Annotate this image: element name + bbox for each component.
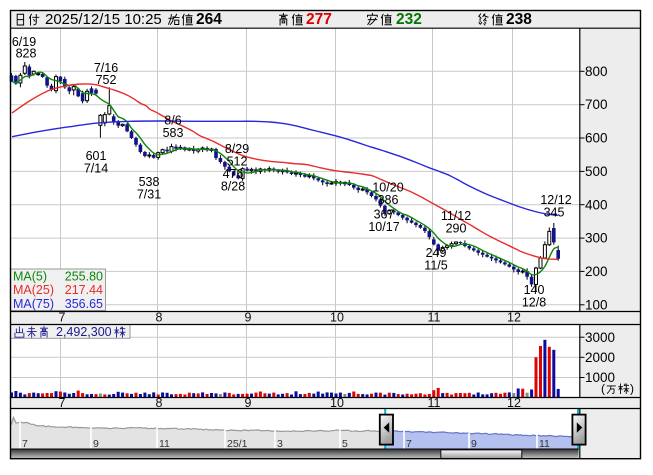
svg-text:8/29: 8/29 xyxy=(225,142,249,156)
svg-text:9: 9 xyxy=(93,438,99,450)
svg-text:356.65: 356.65 xyxy=(65,297,103,311)
svg-text:7: 7 xyxy=(59,311,66,325)
svg-text:9: 9 xyxy=(245,311,252,325)
svg-text:11/5: 11/5 xyxy=(424,258,447,272)
svg-text:2025/12/15 10:25: 2025/12/15 10:25 xyxy=(45,11,162,28)
svg-text:MA(75): MA(75) xyxy=(13,297,54,311)
svg-text:10/17: 10/17 xyxy=(368,220,399,234)
svg-text:11: 11 xyxy=(539,438,550,450)
svg-text:800: 800 xyxy=(585,64,608,79)
svg-text:512: 512 xyxy=(227,155,248,169)
svg-text:25/1: 25/1 xyxy=(227,438,248,450)
svg-text:8: 8 xyxy=(156,311,163,325)
svg-text:9: 9 xyxy=(245,396,252,410)
svg-text:11: 11 xyxy=(428,311,441,325)
svg-text:2,492,300: 2,492,300 xyxy=(56,325,112,339)
svg-text:752: 752 xyxy=(96,73,117,87)
svg-text:238: 238 xyxy=(506,11,532,28)
svg-text:7: 7 xyxy=(59,396,66,410)
svg-text:12/12: 12/12 xyxy=(540,193,571,207)
svg-text:10: 10 xyxy=(330,396,344,410)
svg-text:600: 600 xyxy=(585,131,608,146)
svg-text:277: 277 xyxy=(306,11,332,28)
svg-text:538: 538 xyxy=(139,175,160,189)
svg-text:367: 367 xyxy=(374,208,395,222)
svg-text:500: 500 xyxy=(585,164,608,179)
svg-text:12: 12 xyxy=(507,311,521,325)
svg-text:828: 828 xyxy=(16,47,37,61)
svg-text:345: 345 xyxy=(544,205,565,219)
svg-text:10: 10 xyxy=(330,311,344,325)
svg-text:7: 7 xyxy=(406,438,412,450)
svg-text:12: 12 xyxy=(507,396,521,410)
svg-text:232: 232 xyxy=(396,11,422,28)
svg-text:5: 5 xyxy=(342,438,348,450)
svg-text:200: 200 xyxy=(585,264,608,279)
svg-text:): ) xyxy=(630,382,634,396)
svg-text:11/12: 11/12 xyxy=(441,209,471,223)
svg-text:300: 300 xyxy=(585,231,608,246)
svg-text:140: 140 xyxy=(524,283,545,297)
svg-text:8/28: 8/28 xyxy=(221,179,245,193)
svg-text:12/8: 12/8 xyxy=(522,295,546,309)
svg-text:(: ( xyxy=(601,382,605,396)
svg-text:MA(5): MA(5) xyxy=(13,269,47,283)
svg-text:2000: 2000 xyxy=(585,350,615,365)
svg-text:10/20: 10/20 xyxy=(372,181,403,195)
svg-text:3000: 3000 xyxy=(585,330,615,345)
svg-text:290: 290 xyxy=(446,221,467,235)
svg-text:7: 7 xyxy=(22,438,28,450)
svg-text:700: 700 xyxy=(585,97,608,112)
svg-text:MA(25): MA(25) xyxy=(13,283,54,297)
svg-text:7/14: 7/14 xyxy=(84,161,108,175)
svg-text:601: 601 xyxy=(86,149,107,163)
svg-text:6/19: 6/19 xyxy=(12,35,36,49)
svg-text:3: 3 xyxy=(277,438,283,450)
svg-text:264: 264 xyxy=(196,11,222,28)
svg-text:255.80: 255.80 xyxy=(65,269,103,283)
svg-text:7/31: 7/31 xyxy=(137,187,161,201)
svg-text:8: 8 xyxy=(156,396,163,410)
svg-text:400: 400 xyxy=(585,197,608,212)
svg-text:476: 476 xyxy=(223,167,244,181)
svg-text:100: 100 xyxy=(585,297,608,312)
svg-text:11: 11 xyxy=(159,438,170,450)
svg-text:217.44: 217.44 xyxy=(65,283,103,297)
svg-text:386: 386 xyxy=(378,193,399,207)
svg-text:1000: 1000 xyxy=(585,370,615,385)
svg-text:249: 249 xyxy=(426,246,447,260)
svg-text:11: 11 xyxy=(428,396,441,410)
svg-text:583: 583 xyxy=(163,126,184,140)
svg-text:7/16: 7/16 xyxy=(94,61,118,75)
svg-text:8/6: 8/6 xyxy=(164,114,181,128)
svg-text:9: 9 xyxy=(471,438,477,450)
